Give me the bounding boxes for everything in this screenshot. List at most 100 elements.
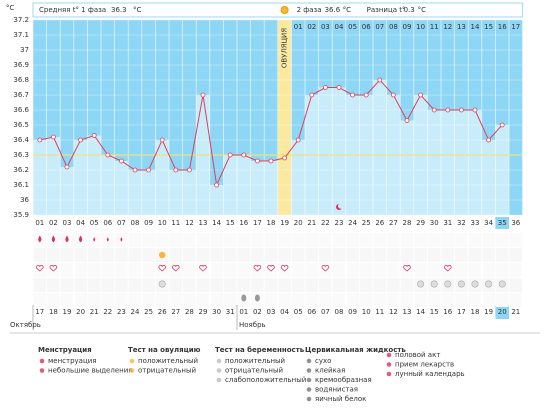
date-label: 31 — [226, 308, 235, 316]
event-cell — [359, 293, 373, 307]
spotting-icon — [106, 237, 109, 242]
event-cell — [169, 248, 183, 262]
legend-item: отрицательный — [138, 367, 196, 375]
event-cell — [87, 248, 101, 262]
x-tick-label: 36 — [511, 219, 520, 227]
phase2-day: 09 — [403, 23, 412, 31]
phase2-day: 12 — [443, 23, 452, 31]
event-cell — [319, 278, 332, 292]
phase2-day: 08 — [389, 23, 398, 31]
temperature-point — [146, 167, 152, 173]
event-cell — [387, 263, 400, 277]
legend-icon — [386, 352, 392, 358]
y-tick-label: 35.9 — [13, 211, 29, 219]
temperature-point — [241, 152, 247, 158]
medication-icon — [457, 280, 465, 288]
day-area — [46, 137, 61, 215]
legend-item: половой акт — [395, 351, 440, 359]
day-area — [250, 161, 265, 215]
event-cell — [210, 233, 223, 247]
day-area — [114, 161, 129, 215]
event-cell — [128, 248, 142, 262]
legend-icon — [386, 362, 392, 367]
intercourse-icon — [49, 265, 58, 272]
y-tick-label: 36.8 — [13, 76, 29, 84]
unit: °C — [418, 6, 427, 14]
date-label: 04 — [280, 308, 289, 316]
event-cell — [359, 233, 373, 247]
event-cell — [495, 263, 509, 277]
event-cell — [400, 293, 414, 307]
event-cell — [237, 233, 251, 247]
temperature-point — [119, 158, 124, 164]
temperature-point — [418, 92, 424, 98]
intercourse-icon — [280, 265, 289, 272]
event-cell — [74, 263, 87, 277]
day-area — [481, 140, 496, 215]
medication-icon — [158, 280, 166, 288]
event-cell — [482, 263, 495, 277]
event-cell — [115, 278, 128, 292]
event-cell — [47, 293, 60, 307]
event-cell — [47, 278, 60, 292]
event-cell — [60, 293, 74, 307]
y-tick-label: 36.6 — [13, 106, 29, 114]
event-cell — [387, 248, 400, 262]
event-cell — [495, 233, 509, 247]
event-cell — [305, 278, 319, 292]
x-tick-label: 02 — [49, 219, 58, 227]
event-cell — [509, 278, 523, 292]
y-tick-label: 37.1 — [13, 31, 29, 39]
event-cell — [60, 248, 74, 262]
date-label: 21 — [90, 308, 99, 316]
egg-white-icon — [254, 294, 260, 302]
event-cell — [196, 278, 210, 292]
x-tick-label: 12 — [185, 219, 194, 227]
day-area — [169, 170, 183, 215]
date-label: 17 — [35, 308, 44, 316]
medication-icon — [430, 280, 438, 288]
phase2-day: 14 — [471, 23, 480, 31]
phase2-day: 03 — [321, 23, 330, 31]
event-cell — [400, 233, 414, 247]
event-cell — [237, 248, 251, 262]
temperature-point — [91, 133, 97, 138]
day-area — [155, 140, 169, 215]
legend-title: Менструация — [38, 346, 92, 354]
date-label: 03 — [267, 308, 276, 316]
event-cell — [305, 233, 319, 247]
event-cell — [251, 278, 264, 292]
day-area — [182, 170, 197, 215]
event-cell — [278, 293, 291, 307]
x-tick-label: 34 — [484, 219, 493, 227]
temperature-point — [377, 77, 383, 83]
temperature-point — [336, 85, 342, 90]
date-label: 14 — [416, 308, 425, 316]
event-cell — [319, 233, 332, 247]
x-tick-label: 17 — [253, 219, 262, 227]
event-cell — [305, 263, 319, 277]
date-label: 24 — [131, 308, 140, 316]
legend-icon — [129, 368, 135, 373]
x-tick-label: 11 — [171, 219, 180, 227]
temperature-point — [159, 137, 165, 143]
day-area — [141, 170, 156, 215]
event-cell — [468, 248, 482, 262]
legend-icon — [386, 371, 392, 377]
event-cell — [441, 233, 455, 247]
event-cell — [414, 263, 427, 277]
egg-white-icon — [241, 294, 247, 302]
day-area — [264, 161, 278, 215]
y-tick-label: 36.2 — [13, 166, 29, 174]
x-tick-label: 07 — [117, 219, 126, 227]
x-tick-label: 13 — [199, 219, 208, 227]
y-tick-label: 36.7 — [13, 91, 29, 99]
event-cell — [155, 293, 169, 307]
y-tick-label: 36.5 — [13, 121, 29, 129]
temperature-point — [78, 137, 83, 143]
event-cell — [455, 248, 468, 262]
date-label: 29 — [199, 308, 208, 316]
event-cell — [183, 233, 196, 247]
date-label: 21 — [511, 308, 520, 316]
event-cell — [319, 248, 332, 262]
